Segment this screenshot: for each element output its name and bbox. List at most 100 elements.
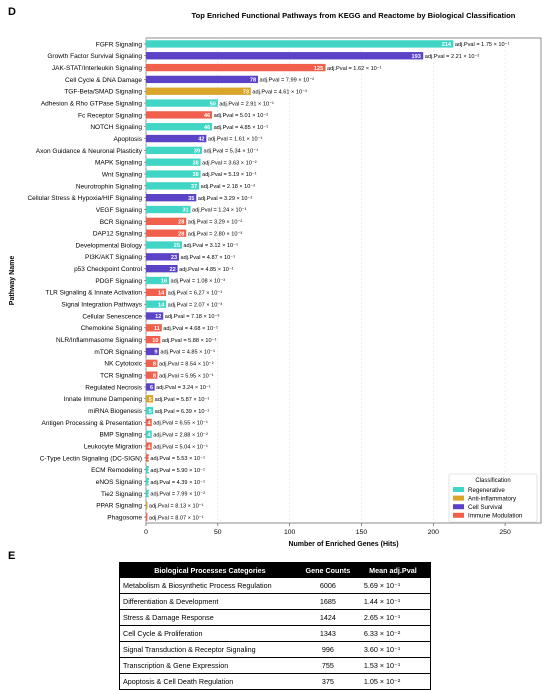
row-gene-count: 6006 — [299, 578, 356, 594]
legend-item-label: Immune Modulation — [468, 513, 523, 520]
bar-pval-annotation: adj.Pval = 2.18 × 10⁻² — [201, 184, 256, 190]
bar-pval-annotation: adj.Pval = 3.24 × 10⁻¹ — [156, 385, 211, 391]
bar-value-label: 4 — [147, 421, 151, 427]
bar-pval-annotation: adj.Pval = 6.39 × 10⁻¹ — [155, 409, 210, 415]
y-tick-label: Cellular Senescence — [82, 313, 142, 320]
y-tick-label: JAK-STAT/Interleukin Signaling — [52, 65, 142, 72]
panel-e-label: E — [8, 550, 16, 562]
y-tick-label: Antigen Processing & Presentation — [42, 420, 143, 427]
bar-value-label: 46 — [204, 113, 210, 119]
bar-pval-annotation: adj.Pval = 1.75 × 10⁻¹ — [455, 42, 510, 48]
bar-value-label: 22 — [169, 267, 175, 273]
bar — [146, 300, 167, 308]
table-header-row: Biological Processes Categories Gene Cou… — [119, 562, 431, 578]
bar-value-label: 5 — [149, 409, 152, 415]
bar-pval-annotation: adj.Pval = 3.63 × 10⁻² — [202, 160, 257, 166]
y-tick-label: Tie2 Signaling — [101, 491, 142, 498]
table-row: Metabolism & Biosynthetic Process Regula… — [119, 578, 431, 594]
bar-pval-annotation: adj.Pval = 1.62 × 10⁻¹ — [327, 66, 382, 72]
x-tick-label: 50 — [214, 529, 222, 536]
bar — [146, 335, 161, 344]
table-row: Transcription & Gene Expression 755 1.53 ×… — [119, 657, 431, 674]
bar — [146, 52, 424, 60]
bar — [146, 182, 200, 190]
legend-item-label: Regenerative — [468, 487, 505, 494]
bar-value-label: 28 — [178, 231, 184, 237]
table-row: Apoptosis & Cell Death Regulation 375 1.05… — [119, 673, 431, 690]
bar-value-label: 11 — [154, 326, 160, 332]
bar-pval-annotation: adj.Pval = 7.18 × 10⁻³ — [165, 314, 220, 320]
y-tick-label: ECM Remodeling — [91, 467, 142, 474]
bar — [146, 477, 149, 486]
bar-pval-annotation: adj.Pval = 1.61 × 10⁻¹ — [208, 137, 263, 143]
y-tick-label: FGFR Signaling — [96, 41, 143, 48]
bar-pval-annotation: adj.Pval = 4.87 × 10⁻¹ — [181, 255, 236, 261]
bar-pval-annotation: adj.Pval = 5.04 × 10⁻¹ — [153, 444, 208, 450]
y-tick-label: C-Type Lectin Signaling (DC-SIGN) — [40, 455, 142, 462]
bar-value-label: 12 — [155, 314, 161, 320]
bar — [146, 99, 218, 107]
y-tick-label: eNOS Signaling — [96, 479, 143, 486]
bar-pval-annotation: adj.Pval = 4.85 × 10⁻¹ — [214, 125, 269, 131]
bar-pval-annotation: adj.Pval = 7.99 × 10⁻² — [260, 78, 315, 84]
y-tick-label: p53 Checkpoint Control — [74, 266, 142, 273]
y-tick-label: Chemokine Signaling — [81, 325, 143, 332]
bar-value-label: 39 — [194, 149, 200, 155]
bar-pval-annotation: adj.Pval = 6.27 × 10⁻¹ — [168, 291, 223, 297]
bar — [146, 383, 155, 391]
y-tick-label: PDGF Signaling — [95, 278, 142, 285]
legend-swatch — [453, 495, 464, 501]
bar-pval-annotation: adj.Pval = 8.13 × 10⁻¹ — [149, 503, 204, 509]
bar-value-label: 2 — [147, 492, 150, 498]
y-tick-label: Cellular Stress & Hypoxia/HIF Signaling — [27, 195, 142, 202]
bar — [146, 75, 259, 84]
bar-value-label: 4 — [147, 444, 151, 450]
bar-pval-annotation: adj.Pval = 3.29 × 10⁻² — [198, 196, 253, 202]
bar-pval-annotation: adj.Pval = 6.55 × 10⁻¹ — [153, 421, 208, 427]
bar-pval-annotation: adj.Pval = 2.21 × 10⁻² — [425, 54, 480, 60]
x-tick-label: 100 — [284, 529, 296, 536]
bar-value-label: 2 — [147, 456, 150, 462]
y-tick-label: Cell Cycle & DNA Damage — [65, 77, 142, 84]
row-mean-pval: 1.53 × 10⁻¹ — [355, 657, 431, 674]
row-mean-pval: 5.69 × 10⁻¹ — [355, 578, 431, 594]
row-gene-count: 1343 — [299, 625, 356, 642]
bar — [146, 324, 162, 332]
bar-value-label: 2 — [147, 480, 150, 486]
bar-pval-annotation: adj.Pval = 2.88 × 10⁻² — [153, 432, 208, 438]
bar-value-label: 214 — [442, 42, 452, 48]
y-tick-label: Regulated Necrosis — [85, 384, 142, 391]
biological-processes-table: Biological Processes Categories Gene Cou… — [119, 562, 431, 690]
row-mean-pval: 2.65 × 10⁻¹ — [355, 609, 431, 626]
bar-value-label: 9 — [154, 350, 157, 356]
row-gene-count: 1424 — [299, 609, 356, 626]
bar — [146, 489, 149, 498]
legend-swatch — [453, 512, 464, 518]
bar-pval-annotation: adj.Pval = 5.01 × 10⁻² — [214, 113, 269, 119]
bar — [146, 170, 201, 178]
row-category: Stress & Damage Response — [119, 609, 300, 626]
bar-value-label: 31 — [182, 208, 188, 214]
y-tick-label: MAPK Signaling — [95, 160, 142, 167]
legend-item-label: Anti-inflammatory — [468, 495, 517, 502]
bar-pval-annotation: adj.Pval = 4.61 × 10⁻³ — [252, 89, 307, 95]
bar-pval-annotation: adj.Pval = 5.88 × 10⁻¹ — [162, 338, 217, 344]
bar-pval-annotation: adj.Pval = 1.08 × 10⁻³ — [170, 279, 225, 285]
bar — [146, 111, 213, 119]
bar-pval-annotation: adj.Pval = 5.34 × 10⁻¹ — [204, 149, 259, 155]
x-tick-label: 150 — [356, 529, 368, 536]
bar-value-label: 10 — [152, 338, 158, 344]
y-tick-label: NK Cytotoxic — [104, 361, 142, 368]
bar — [146, 347, 159, 356]
table-body: Metabolism & Biosynthetic Process Regula… — [119, 578, 431, 690]
bar-value-label: 38 — [192, 160, 198, 166]
bar — [146, 40, 454, 48]
bar — [146, 241, 182, 249]
y-axis-label: Pathway Name — [9, 256, 16, 306]
y-tick-label: Fc Receptor Signaling — [78, 112, 142, 119]
y-tick-label: NLR/Inflammasome Signaling — [56, 337, 142, 344]
y-tick-label: BCR Signaling — [100, 219, 143, 226]
bar-value-label: 1 — [147, 503, 150, 509]
row-mean-pval: 1.44 × 10⁻¹ — [355, 593, 431, 610]
y-tick-label: TCR Signaling — [100, 373, 142, 380]
